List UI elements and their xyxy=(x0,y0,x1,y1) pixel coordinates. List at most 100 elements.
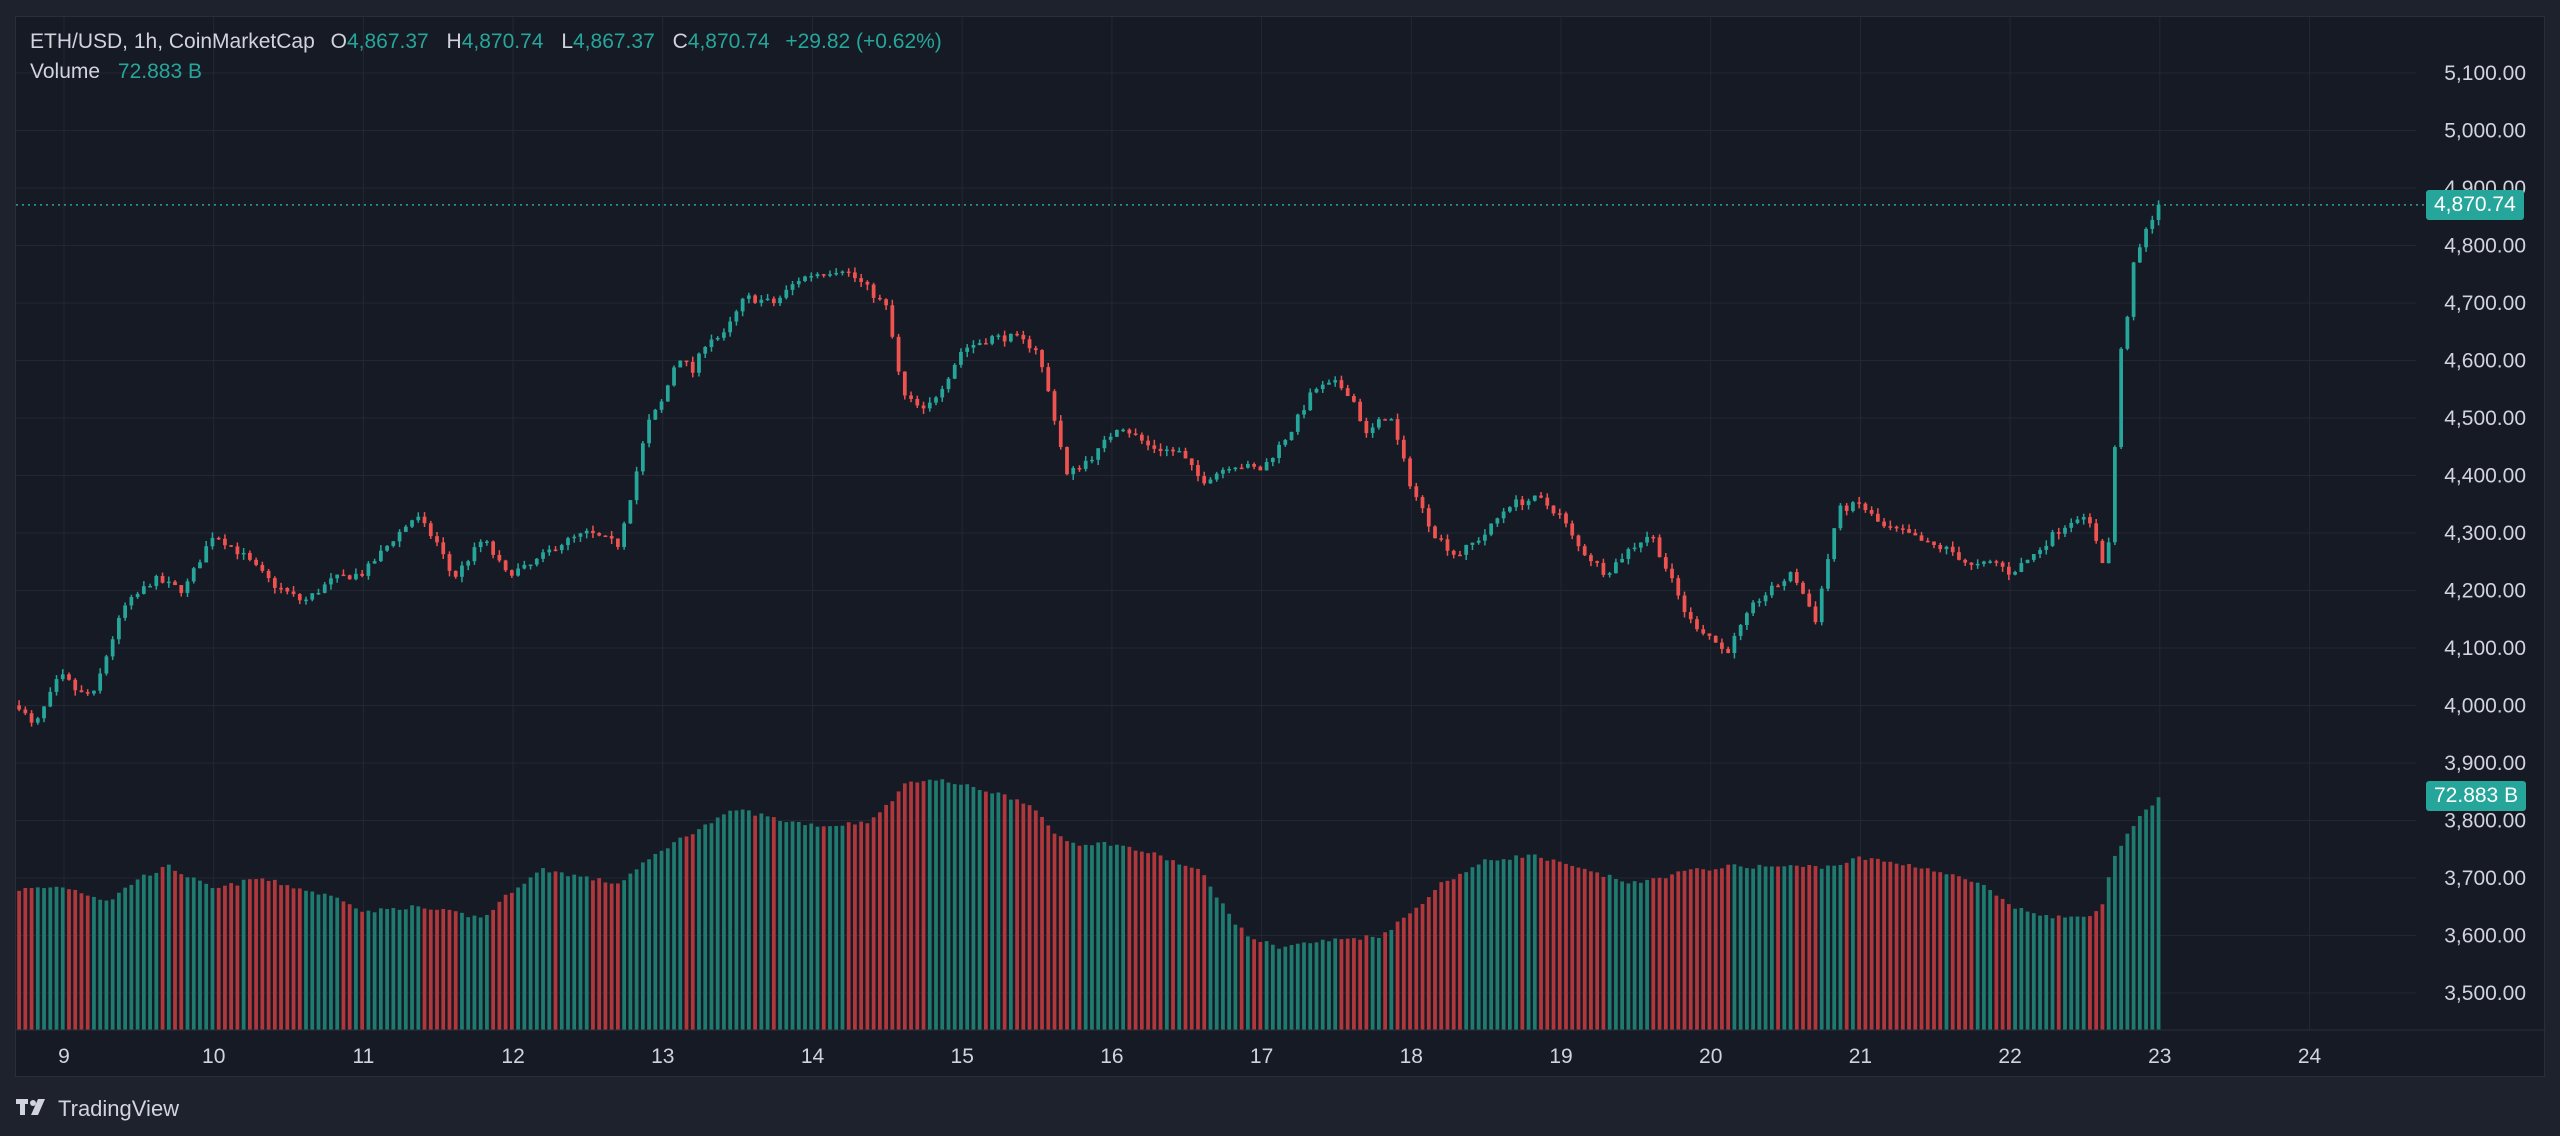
tradingview-logo-icon xyxy=(16,1099,50,1119)
candle-body xyxy=(198,562,202,569)
volume-bar xyxy=(1576,867,1581,1030)
volume-bar xyxy=(647,859,651,1030)
candle-body xyxy=(790,284,795,290)
volume-bar xyxy=(1464,872,1469,1030)
candle-body xyxy=(1751,602,1755,614)
candle-body xyxy=(1900,528,1905,530)
volume-bar xyxy=(884,804,888,1030)
candle-body xyxy=(223,538,227,546)
volume-bar xyxy=(485,914,489,1030)
volume-bar xyxy=(1745,868,1749,1030)
candle-body xyxy=(129,597,134,606)
volume-bar xyxy=(310,891,315,1030)
volume-bar xyxy=(1938,872,1943,1030)
y-tick-label: 5,100.00 xyxy=(2444,62,2526,85)
volume-bar xyxy=(279,885,283,1030)
candle-body xyxy=(460,565,464,577)
volume-bar xyxy=(241,879,246,1030)
volume-bar xyxy=(2000,898,2005,1030)
volume-bar xyxy=(747,810,751,1030)
volume-bar xyxy=(759,813,764,1030)
candle-body xyxy=(160,575,165,583)
candle-body xyxy=(1277,444,1281,458)
volume-bar xyxy=(1894,863,1899,1030)
candle-body xyxy=(1071,467,1076,475)
candle-body xyxy=(123,605,127,618)
volume-bar xyxy=(229,883,234,1030)
volume-bar xyxy=(516,887,520,1030)
candle-body xyxy=(2075,519,2080,523)
candle-body xyxy=(154,575,159,586)
candle-body xyxy=(690,361,695,373)
candle-body xyxy=(2113,447,2117,543)
volume-bar xyxy=(1314,942,1319,1030)
volume-bar xyxy=(909,781,913,1030)
candle-body xyxy=(1376,419,1381,428)
volume-bar xyxy=(1826,865,1830,1030)
volume-bar xyxy=(927,779,932,1030)
chart-plot[interactable]: 5,100.005,000.004,900.004,800.004,700.00… xyxy=(16,17,2546,1078)
candle-body xyxy=(1327,382,1331,385)
volume-bar xyxy=(871,817,876,1030)
candle-body xyxy=(578,533,583,537)
candle-body xyxy=(528,564,533,567)
candle-body xyxy=(778,297,782,304)
volume-bar xyxy=(503,894,508,1030)
candle-body xyxy=(1769,585,1774,596)
volume-legend: Volume 72.883 B xyxy=(30,60,206,84)
candle-body xyxy=(541,552,545,559)
volume-bar xyxy=(1127,846,1132,1030)
volume-bar xyxy=(1539,857,1543,1030)
candle-body xyxy=(316,592,321,595)
volume-bar xyxy=(1851,858,1855,1030)
candle-body xyxy=(466,561,471,566)
volume-bar xyxy=(1688,869,1693,1030)
volume-bar xyxy=(2100,904,2105,1030)
y-tick-label: 3,900.00 xyxy=(2444,752,2526,775)
candle-body xyxy=(747,295,751,299)
candle-body xyxy=(1426,508,1431,527)
candle-body xyxy=(1695,619,1699,630)
candle-body xyxy=(291,591,296,595)
volume-bar xyxy=(1196,868,1200,1030)
volume-label[interactable]: Volume xyxy=(30,60,101,83)
candle-body xyxy=(1832,528,1837,560)
volume-bar xyxy=(1414,907,1419,1030)
volume-bar xyxy=(528,877,533,1030)
candle-body xyxy=(1657,537,1662,558)
candle-body xyxy=(1626,549,1631,559)
candle-body xyxy=(815,274,820,277)
candle-body xyxy=(1732,635,1737,654)
candle-body xyxy=(1576,535,1581,547)
candle-body xyxy=(397,531,402,542)
candle-body xyxy=(516,568,520,576)
candle-body xyxy=(1489,523,1494,535)
volume-bar xyxy=(940,779,945,1030)
volume-bar xyxy=(1370,936,1375,1030)
candle-body xyxy=(1819,588,1824,623)
candle-body xyxy=(1919,535,1924,541)
candle-body xyxy=(603,535,608,538)
candle-body xyxy=(722,332,726,338)
volume-bar xyxy=(403,909,408,1030)
volume-bar xyxy=(1420,903,1425,1030)
volume-bar xyxy=(1408,913,1412,1030)
footer-brand[interactable]: TradingView xyxy=(16,1094,179,1124)
candle-body xyxy=(559,545,564,551)
volume-bar xyxy=(1146,853,1150,1030)
candle-body xyxy=(385,545,389,551)
candle-body xyxy=(1950,546,1955,553)
candle-body xyxy=(2031,553,2036,560)
candle-body xyxy=(996,335,1001,337)
symbol-label[interactable]: ETH/USD, 1h, CoinMarketCap xyxy=(30,30,315,53)
volume-bar xyxy=(1832,865,1837,1030)
candle-body xyxy=(715,337,720,340)
volume-bar xyxy=(1189,867,1194,1030)
candle-body xyxy=(902,371,907,396)
chart-frame[interactable]: 5,100.00 5,000.00 4,900.00 4,800.00 4,700.00… xyxy=(15,16,2546,1078)
candle-body xyxy=(48,691,53,707)
volume-bar xyxy=(1133,850,1138,1030)
candle-body xyxy=(553,549,558,552)
candle-body xyxy=(946,378,951,390)
candle-body xyxy=(1520,499,1525,506)
